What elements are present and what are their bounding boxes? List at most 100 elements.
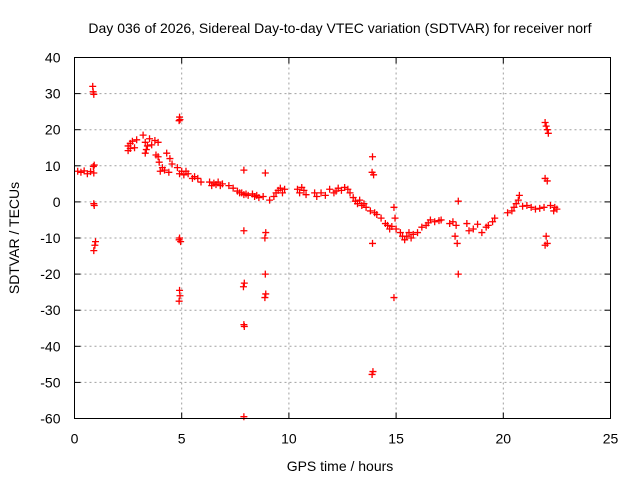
data-point	[90, 247, 98, 255]
data-point	[262, 290, 270, 298]
data-point	[403, 232, 411, 240]
x-tick-label: 15	[388, 431, 404, 447]
data-point	[484, 221, 492, 229]
data-point	[92, 238, 100, 246]
y-tick-label: -60	[40, 411, 60, 427]
chart-title: Day 036 of 2026, Sidereal Day-to-day VTE…	[88, 20, 591, 36]
data-point	[368, 370, 376, 378]
data-point	[259, 192, 267, 200]
data-point	[161, 166, 169, 174]
data-point	[514, 196, 522, 204]
data-point	[512, 200, 520, 208]
data-point	[407, 234, 415, 242]
data-point	[266, 196, 274, 204]
data-point	[321, 191, 329, 199]
data-point	[508, 207, 516, 215]
data-point	[553, 205, 561, 213]
x-tick-label: 10	[281, 431, 297, 447]
data-point	[90, 169, 98, 177]
data-point	[128, 137, 136, 145]
data-point	[431, 218, 439, 226]
y-tick-label: -10	[40, 230, 60, 246]
data-point	[261, 169, 269, 177]
data-point	[90, 90, 98, 98]
data-point	[194, 174, 202, 182]
data-point	[531, 205, 539, 213]
data-point	[240, 279, 248, 287]
data-point	[139, 131, 147, 139]
x-tick-label: 5	[178, 431, 186, 447]
data-point	[515, 191, 523, 199]
data-point	[384, 221, 392, 229]
data-point	[296, 189, 304, 197]
axis-ticks: 0 5 10 15 20 25 -60 -50 -40 -30 -20 -10 0 10 20 30 40	[40, 50, 618, 447]
data-point	[454, 270, 462, 278]
data-point	[451, 232, 459, 240]
data-point	[143, 142, 151, 150]
data-point	[401, 236, 409, 244]
data-point	[543, 126, 551, 134]
data-point	[206, 178, 214, 186]
data-point	[369, 239, 377, 247]
data-point	[148, 141, 156, 149]
data-point	[390, 203, 398, 211]
data-point	[74, 167, 82, 175]
data-point	[261, 270, 269, 278]
data-point	[449, 218, 457, 226]
data-point	[373, 211, 381, 219]
data-point	[504, 209, 512, 217]
data-point	[281, 185, 289, 193]
data-point	[313, 192, 321, 200]
data-point	[180, 171, 188, 179]
data-point	[489, 218, 497, 226]
x-axis-label: GPS time / hours	[287, 458, 394, 474]
data-point	[240, 413, 248, 421]
data-point	[405, 229, 413, 237]
data-point	[270, 192, 278, 200]
data-point	[239, 283, 247, 291]
data-point	[527, 203, 535, 211]
data-point	[184, 170, 192, 178]
data-point	[168, 160, 176, 168]
y-tick-label: -50	[40, 374, 60, 390]
data-point	[540, 203, 548, 211]
data-point	[478, 229, 486, 237]
y-tick-label: -20	[40, 266, 60, 282]
data-point	[77, 168, 85, 176]
data-point	[173, 164, 181, 172]
data-point	[300, 186, 308, 194]
y-tick-label: -30	[40, 302, 60, 318]
data-point	[176, 116, 184, 124]
data-point	[474, 220, 482, 228]
data-point	[240, 166, 248, 174]
data-point	[278, 189, 286, 197]
data-point	[426, 216, 434, 224]
data-point	[362, 203, 370, 211]
y-tick-label: 0	[53, 194, 61, 210]
data-point	[165, 168, 173, 176]
data-point	[354, 200, 362, 208]
data-point	[510, 203, 518, 211]
data-point	[255, 194, 263, 202]
data-point	[344, 185, 352, 193]
data-point	[437, 216, 445, 224]
data-point	[453, 239, 461, 247]
x-tick-label: 0	[71, 431, 79, 447]
data-point	[154, 138, 162, 146]
data-point	[175, 236, 183, 244]
data-point	[176, 292, 184, 300]
data-point	[154, 153, 162, 161]
data-point	[491, 214, 499, 222]
data-point	[346, 189, 354, 197]
data-point	[465, 227, 473, 235]
data-point	[542, 232, 550, 240]
y-tick-label: 10	[45, 158, 61, 174]
data-point	[370, 171, 378, 179]
data-point	[377, 214, 385, 222]
data-point	[261, 294, 269, 302]
data-point	[356, 196, 364, 204]
data-point	[546, 202, 554, 210]
data-point	[214, 178, 222, 186]
data-point	[262, 229, 270, 237]
